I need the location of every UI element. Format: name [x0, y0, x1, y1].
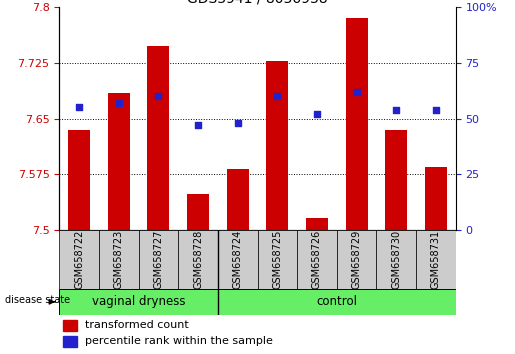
Point — [352, 89, 360, 95]
Bar — [68, 130, 90, 230]
Bar — [147, 46, 169, 230]
Bar — [218, 230, 258, 289]
Point — [432, 107, 440, 113]
Bar — [99, 230, 139, 289]
Bar — [425, 167, 447, 230]
Text: GSM658722: GSM658722 — [74, 230, 84, 289]
Bar — [385, 130, 407, 230]
Bar — [227, 169, 249, 230]
Bar — [63, 320, 77, 331]
Point — [392, 107, 401, 113]
Text: GSM658725: GSM658725 — [272, 230, 282, 289]
Point — [114, 100, 123, 106]
Bar — [337, 230, 376, 289]
Bar — [59, 230, 99, 289]
Bar — [266, 61, 288, 230]
Text: control: control — [316, 295, 357, 308]
Text: GSM658727: GSM658727 — [153, 230, 163, 289]
Text: GSM658723: GSM658723 — [114, 230, 124, 289]
Bar — [63, 336, 77, 347]
Bar — [306, 218, 328, 230]
Text: GSM658728: GSM658728 — [193, 230, 203, 289]
Point — [154, 93, 162, 99]
Bar — [139, 230, 178, 289]
Text: percentile rank within the sample: percentile rank within the sample — [85, 336, 273, 346]
Text: vaginal dryness: vaginal dryness — [92, 295, 185, 308]
Point — [233, 120, 242, 126]
Point — [273, 93, 281, 99]
Bar — [108, 93, 130, 230]
Point — [194, 122, 202, 128]
Text: disease state: disease state — [5, 296, 70, 306]
Text: GSM658731: GSM658731 — [431, 230, 441, 289]
Text: transformed count: transformed count — [85, 320, 189, 330]
Text: GSM658730: GSM658730 — [391, 230, 401, 289]
Point — [75, 105, 83, 110]
Text: GSM658726: GSM658726 — [312, 230, 322, 289]
Text: GSM658724: GSM658724 — [233, 230, 243, 289]
Bar — [376, 230, 416, 289]
Bar — [416, 230, 456, 289]
Bar — [258, 230, 297, 289]
Bar — [297, 230, 337, 289]
Bar — [178, 230, 218, 289]
Point — [313, 111, 321, 117]
Title: GDS3941 / 8036938: GDS3941 / 8036938 — [187, 0, 328, 6]
Bar — [346, 18, 368, 230]
Bar — [187, 194, 209, 230]
Text: GSM658729: GSM658729 — [352, 230, 362, 289]
